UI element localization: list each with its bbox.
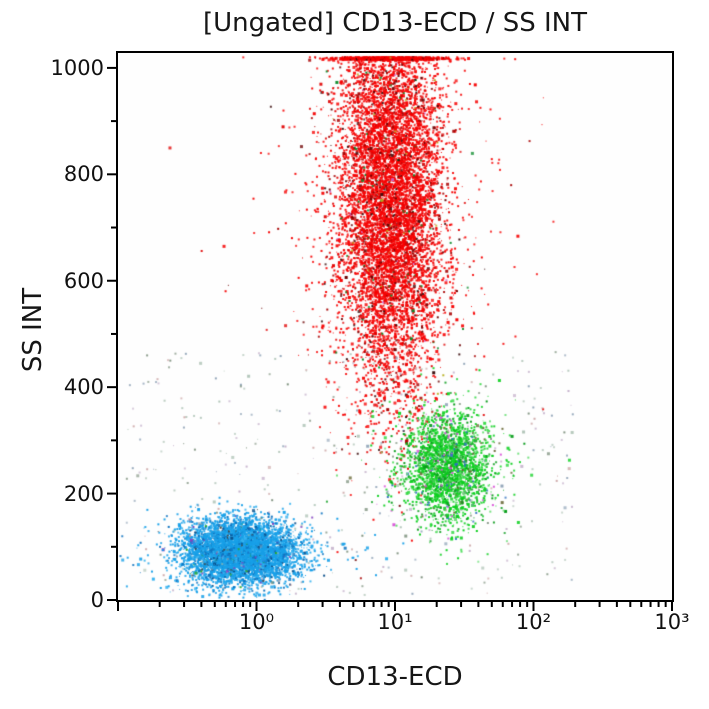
y-tick-label: 200	[63, 481, 104, 506]
y-tick-label: 800	[63, 162, 104, 187]
y-tick-label: 0	[90, 588, 104, 612]
plot-title: [Ungated] CD13-ECD / SS INT	[203, 8, 587, 38]
y-tick-label: 400	[63, 375, 104, 400]
x-axis-label: CD13-ECD	[327, 662, 463, 692]
y-tick-label: 1000	[50, 55, 104, 80]
x-tick-label: 10³	[654, 610, 690, 634]
y-tick-label: 600	[63, 268, 104, 293]
y-axis-label: SS INT	[18, 287, 48, 373]
scatter-canvas	[118, 53, 672, 600]
x-tick-label: 10¹	[377, 610, 413, 634]
plot-area	[116, 51, 674, 602]
x-tick-label: 10²	[515, 610, 552, 634]
x-tick-label: 10⁰	[238, 610, 275, 634]
